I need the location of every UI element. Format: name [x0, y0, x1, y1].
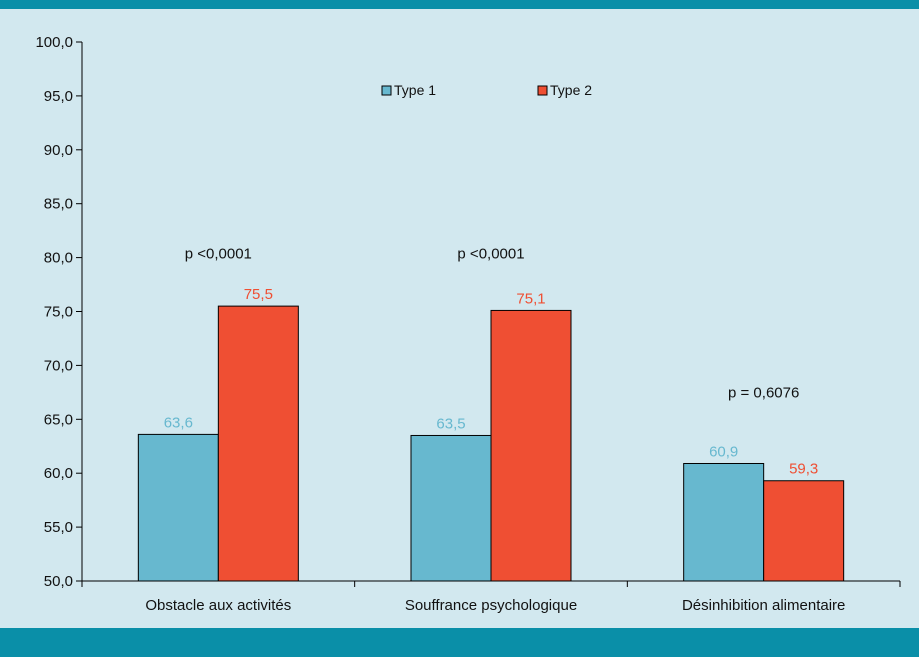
legend-swatch [381, 85, 392, 96]
value-label: 63,5 [436, 415, 465, 432]
bar-type-1 [137, 433, 219, 582]
bottom-color-band [0, 628, 919, 657]
top-color-band [0, 0, 919, 9]
y-tick-label: 70,0 [44, 357, 73, 374]
p-value-annotations: p <0,0001 p <0,0001 p = 0,6076 [185, 246, 800, 402]
x-category-label: Désinhibition alimentaire [682, 597, 845, 614]
value-label: 75,5 [244, 286, 273, 303]
bar-type-2 [763, 480, 845, 582]
p-value-label: p <0,0001 [185, 246, 252, 263]
p-value-label: p <0,0001 [457, 246, 524, 263]
x-axis: Obstacle aux activités Souffrance psychol… [81, 580, 901, 614]
y-tick-label: 50,0 [44, 573, 73, 590]
legend-label: Type 2 [550, 82, 592, 98]
y-tick-label: 95,0 [44, 88, 73, 105]
y-tick-label: 90,0 [44, 142, 73, 159]
bar-chart: 50,0 55,0 60,0 65,0 70,0 75,0 80,0 85,0 90,0 95,0… [35, 34, 901, 614]
value-label: 75,1 [516, 290, 545, 307]
value-label: 59,3 [789, 461, 818, 478]
y-tick-label: 85,0 [44, 196, 73, 213]
value-labels: 63,6 63,5 60,9 75,5 75,1 59,3 [164, 286, 819, 478]
value-label: 60,9 [709, 443, 738, 460]
y-axis: 50,0 55,0 60,0 65,0 70,0 75,0 80,0 85,0 90,0 95,0… [35, 34, 83, 590]
y-tick-label: 55,0 [44, 519, 73, 536]
y-tick-label: 65,0 [44, 411, 73, 428]
x-category-label: Souffrance psychologique [405, 597, 577, 614]
value-label: 63,6 [164, 414, 193, 431]
bars [137, 305, 845, 582]
x-category-label: Obstacle aux activités [145, 597, 291, 614]
y-tick-label: 100,0 [35, 34, 73, 51]
bar-type-1 [410, 434, 492, 582]
bar-type-1 [683, 462, 765, 582]
p-value-label: p = 0,6076 [728, 385, 799, 402]
y-tick-label: 80,0 [44, 250, 73, 267]
legend: Type 1 Type 2 [381, 82, 592, 98]
legend-swatch [537, 85, 548, 96]
y-tick-label: 60,0 [44, 465, 73, 482]
bar-type-2 [217, 305, 299, 582]
legend-label: Type 1 [394, 82, 436, 98]
y-tick-label: 75,0 [44, 304, 73, 321]
bar-type-2 [490, 309, 572, 582]
